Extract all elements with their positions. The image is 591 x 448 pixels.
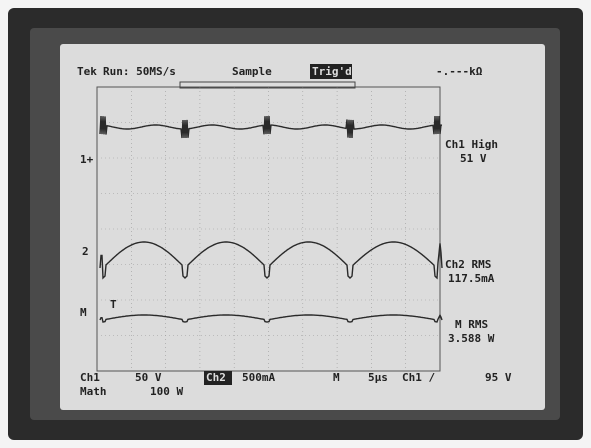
readout-value: 51 V xyxy=(460,152,487,165)
readout-label: Ch2 RMS xyxy=(445,258,491,271)
trigger-status: Trig'd xyxy=(312,65,352,78)
footer-math-scale: 100 W xyxy=(150,385,183,398)
readout-value: 3.588 W xyxy=(448,332,495,345)
brand: Tek xyxy=(77,65,97,78)
math-marker: M xyxy=(80,306,87,319)
readout-label: M RMS xyxy=(455,318,488,331)
footer-trigger-source: Ch1 / xyxy=(402,371,435,384)
math-waveform xyxy=(99,313,443,323)
footer-math: Math xyxy=(80,385,107,398)
readout-value: 117.5mA xyxy=(448,272,495,285)
footer-ch2-scale: 500mA xyxy=(242,371,275,384)
ch1-waveform xyxy=(99,115,443,139)
footer-trigger-level: 95 V xyxy=(485,371,512,384)
footer-ch2: Ch2 xyxy=(206,371,226,384)
graticule xyxy=(97,87,440,371)
readout-label: Ch1 High xyxy=(445,138,498,151)
ch1-marker: 1+ xyxy=(80,153,94,166)
footer-time-scale: 5μs xyxy=(368,371,388,384)
acq-type: Sample xyxy=(232,65,272,78)
record-bar xyxy=(179,81,356,89)
trigger-badge xyxy=(310,64,352,79)
footer-ch1-scale: 50 V xyxy=(135,371,162,384)
acq-mode: Run: 50MS/s xyxy=(103,65,176,78)
trigger-marker: T xyxy=(110,298,117,311)
resistance: -.---kΩ xyxy=(436,65,483,78)
footer-ch1: Ch1 xyxy=(80,371,100,384)
ch2-badge xyxy=(204,371,232,385)
ch2-waveform xyxy=(99,241,443,280)
footer-time-label: M xyxy=(333,371,340,384)
ch2-marker: 2 xyxy=(82,245,89,258)
